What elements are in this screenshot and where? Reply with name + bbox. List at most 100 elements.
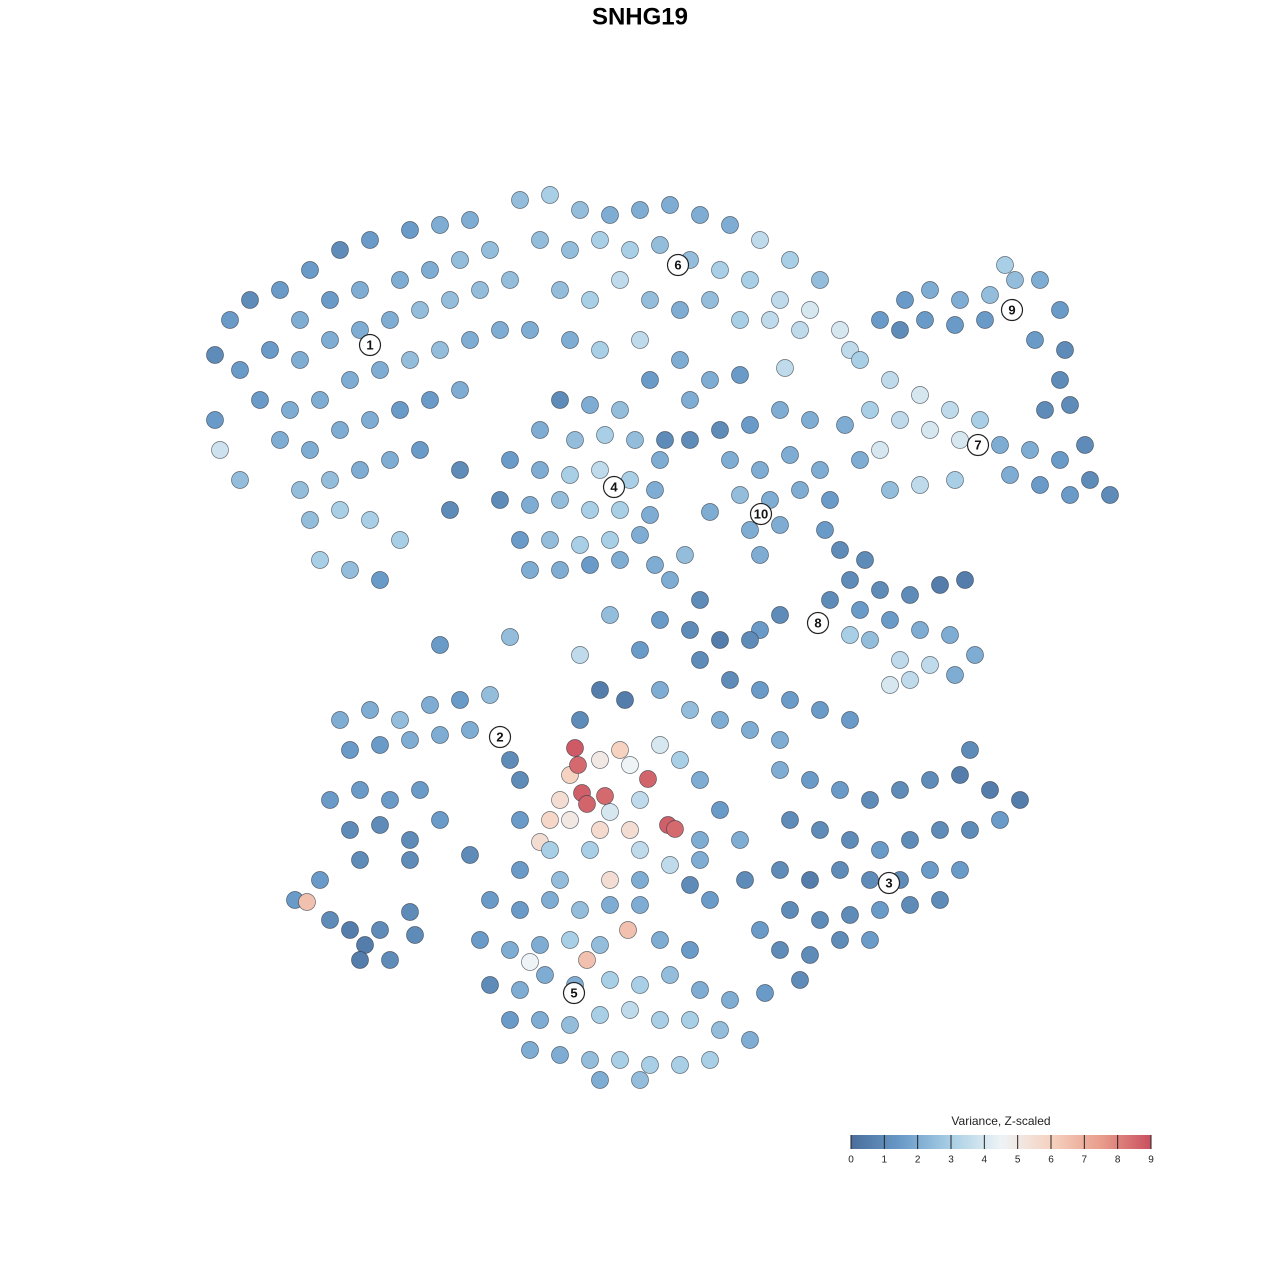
point: [611, 551, 629, 569]
point: [541, 841, 559, 859]
cluster-label-badge: [806, 611, 830, 635]
point: [671, 351, 689, 369]
point: [331, 421, 349, 439]
cluster-label: 10: [754, 506, 768, 521]
point: [431, 726, 449, 744]
point: [736, 871, 754, 889]
point: [791, 971, 809, 989]
point: [731, 311, 749, 329]
point: [1026, 331, 1044, 349]
point: [771, 941, 789, 959]
point: [361, 411, 379, 429]
point: [481, 686, 499, 704]
point: [731, 486, 749, 504]
point: [811, 271, 829, 289]
point: [541, 531, 559, 549]
point: [1081, 471, 1099, 489]
point: [431, 811, 449, 829]
point: [1051, 301, 1069, 319]
point: [601, 971, 619, 989]
point: [921, 421, 939, 439]
point: [711, 801, 729, 819]
point: [881, 481, 899, 499]
point: [481, 241, 499, 259]
point: [481, 891, 499, 909]
point: [451, 461, 469, 479]
point: [801, 411, 819, 429]
point: [801, 871, 819, 889]
point: [811, 461, 829, 479]
point: [291, 481, 309, 499]
point: [711, 261, 729, 279]
point: [471, 931, 489, 949]
point: [751, 546, 769, 564]
colorbar-tick-label: 9: [1148, 1155, 1154, 1166]
point: [541, 811, 559, 829]
point: [1001, 466, 1019, 484]
point: [841, 906, 859, 924]
point: [691, 831, 709, 849]
point: [551, 871, 569, 889]
point: [841, 571, 859, 589]
point: [601, 206, 619, 224]
point: [741, 1031, 759, 1049]
point: [401, 731, 419, 749]
point: [521, 561, 539, 579]
point: [531, 461, 549, 479]
point: [771, 516, 789, 534]
point: [541, 186, 559, 204]
point: [401, 221, 419, 239]
point: [771, 291, 789, 309]
point: [871, 311, 889, 329]
point: [911, 476, 929, 494]
point: [691, 651, 709, 669]
point: [321, 331, 339, 349]
point: [911, 386, 929, 404]
point: [561, 331, 579, 349]
point: [211, 441, 229, 459]
point: [431, 341, 449, 359]
point: [551, 281, 569, 299]
point: [951, 861, 969, 879]
point: [381, 951, 399, 969]
cluster-label-badge: [966, 433, 990, 457]
point: [351, 781, 369, 799]
point: [1061, 486, 1079, 504]
cluster-label: 2: [496, 729, 503, 744]
cluster-label: 7: [974, 437, 981, 452]
point: [411, 441, 429, 459]
point: [596, 787, 614, 805]
point: [571, 901, 589, 919]
point: [341, 561, 359, 579]
point: [631, 976, 649, 994]
point: [621, 241, 639, 259]
point: [581, 501, 599, 519]
point: [381, 791, 399, 809]
point: [691, 206, 709, 224]
point: [1051, 371, 1069, 389]
point: [931, 576, 949, 594]
point: [591, 681, 609, 699]
point: [996, 256, 1014, 274]
point: [591, 461, 609, 479]
point: [391, 531, 409, 549]
point: [871, 841, 889, 859]
point: [701, 371, 719, 389]
point: [661, 196, 679, 214]
point: [581, 1051, 599, 1069]
point: [951, 291, 969, 309]
colorbar-tick-label: 0: [848, 1155, 854, 1166]
point: [1021, 441, 1039, 459]
point: [856, 551, 874, 569]
point: [361, 231, 379, 249]
point: [591, 1071, 609, 1089]
point: [591, 821, 609, 839]
point: [651, 451, 669, 469]
point: [711, 421, 729, 439]
point: [941, 626, 959, 644]
point: [871, 441, 889, 459]
point: [341, 921, 359, 939]
point: [566, 739, 584, 757]
point: [821, 491, 839, 509]
point: [821, 591, 839, 609]
